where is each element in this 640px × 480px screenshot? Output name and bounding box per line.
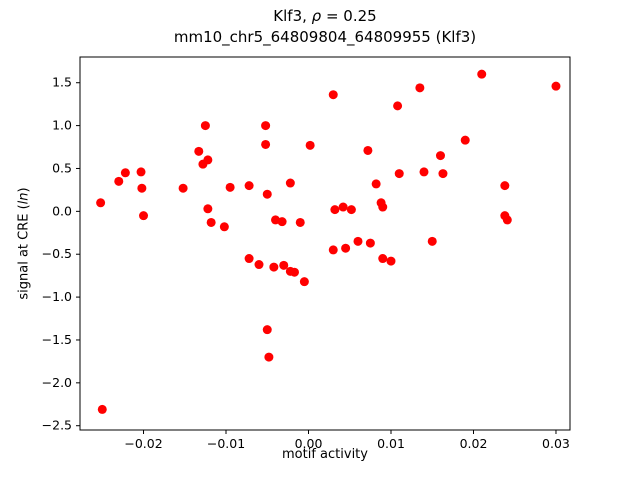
scatter-point [264,352,274,362]
scatter-point [277,217,287,227]
plot-title: Klf3, ρ = 0.25 mm10_chr5_64809804_648099… [80,6,570,48]
scatter-point [346,205,356,215]
scatter-point [415,83,425,93]
scatter-point [96,198,106,208]
scatter-point [328,90,338,100]
scatter-point [371,179,381,189]
scatter-point [386,256,396,266]
scatter-point [338,202,348,212]
title-line-2: mm10_chr5_64809804_64809955 (Klf3) [173,28,477,46]
scatter-point [502,215,512,225]
scatter-point [137,183,147,193]
scatter-point [419,167,429,177]
scatter-point [203,155,213,165]
scatter-point [285,178,295,188]
y-tick-label: −1.0 [42,289,72,304]
x-tick-label: 0.03 [542,436,570,451]
y-tick-label: 0.0 [52,203,72,218]
scatter-point [299,277,309,287]
scatter-point [194,146,204,156]
scatter-point [477,69,487,79]
scatter-point [435,151,445,161]
scatter-point [427,236,437,246]
scatter-point [305,140,315,150]
scatter-point [219,222,229,232]
scatter-point [378,202,388,212]
scatter-point [363,145,373,155]
scatter-point [551,81,561,91]
y-tick-label: −0.5 [42,246,72,261]
x-tick-label: −0.01 [207,436,245,451]
y-tick-label: −1.5 [42,332,72,347]
scatter-point [378,254,388,264]
y-axis-label-text: signal at CRE ( [16,204,32,300]
x-axis-label: motif activity [282,447,368,462]
scatter-point [393,101,403,111]
x-tick-label: 0.02 [460,436,488,451]
y-tick-label: 1.5 [52,75,72,90]
scatter-point [500,181,510,191]
scatter-point [261,121,271,131]
scatter-point [279,260,289,270]
scatter-point [206,217,216,227]
scatter-point [460,135,470,145]
x-tick-label: 0.01 [377,436,405,451]
y-tick-label: 1.0 [52,118,72,133]
scatter-point [261,139,271,149]
scatter-point [139,211,149,221]
title-rho-symbol: ρ [311,7,322,25]
scatter-point [262,189,272,199]
scatter-point [97,404,107,414]
y-axis-label-close: ) [16,187,32,193]
scatter-point [365,238,375,248]
y-tick-label: −2.0 [42,375,72,390]
scatter-point [225,182,235,192]
scatter-point [394,169,404,179]
scatter-point [262,325,272,335]
scatter-point [178,183,188,193]
y-axis-label: signal at CRE (ln) [17,124,32,364]
scatter-point [203,204,213,214]
y-axis-label-ln: ln [16,192,32,205]
y-tick-label: −2.5 [42,418,72,433]
scatter-point [330,205,340,215]
scatter-point [136,167,146,177]
scatter-point [341,243,351,253]
scatter-point [254,260,264,270]
scatter-point [289,267,299,277]
x-tick-label: −0.02 [124,436,162,451]
scatter-point [120,168,130,178]
scatter-point [200,121,210,131]
y-tick-label: 0.5 [52,160,72,175]
scatter-point [438,169,448,179]
title-gene-label: Klf3, [273,7,312,25]
scatter-point [328,245,338,255]
scatter-point [244,254,254,264]
scatter-point [114,176,124,186]
scatter-point [269,262,279,272]
scatter-point [353,236,363,246]
x-tick-label: 0.00 [295,436,323,451]
scatter-point [295,217,305,227]
title-rho-value: = 0.25 [321,7,377,25]
title-line-1: Klf3, ρ = 0.25 [80,6,570,27]
scatter-point [244,181,254,191]
